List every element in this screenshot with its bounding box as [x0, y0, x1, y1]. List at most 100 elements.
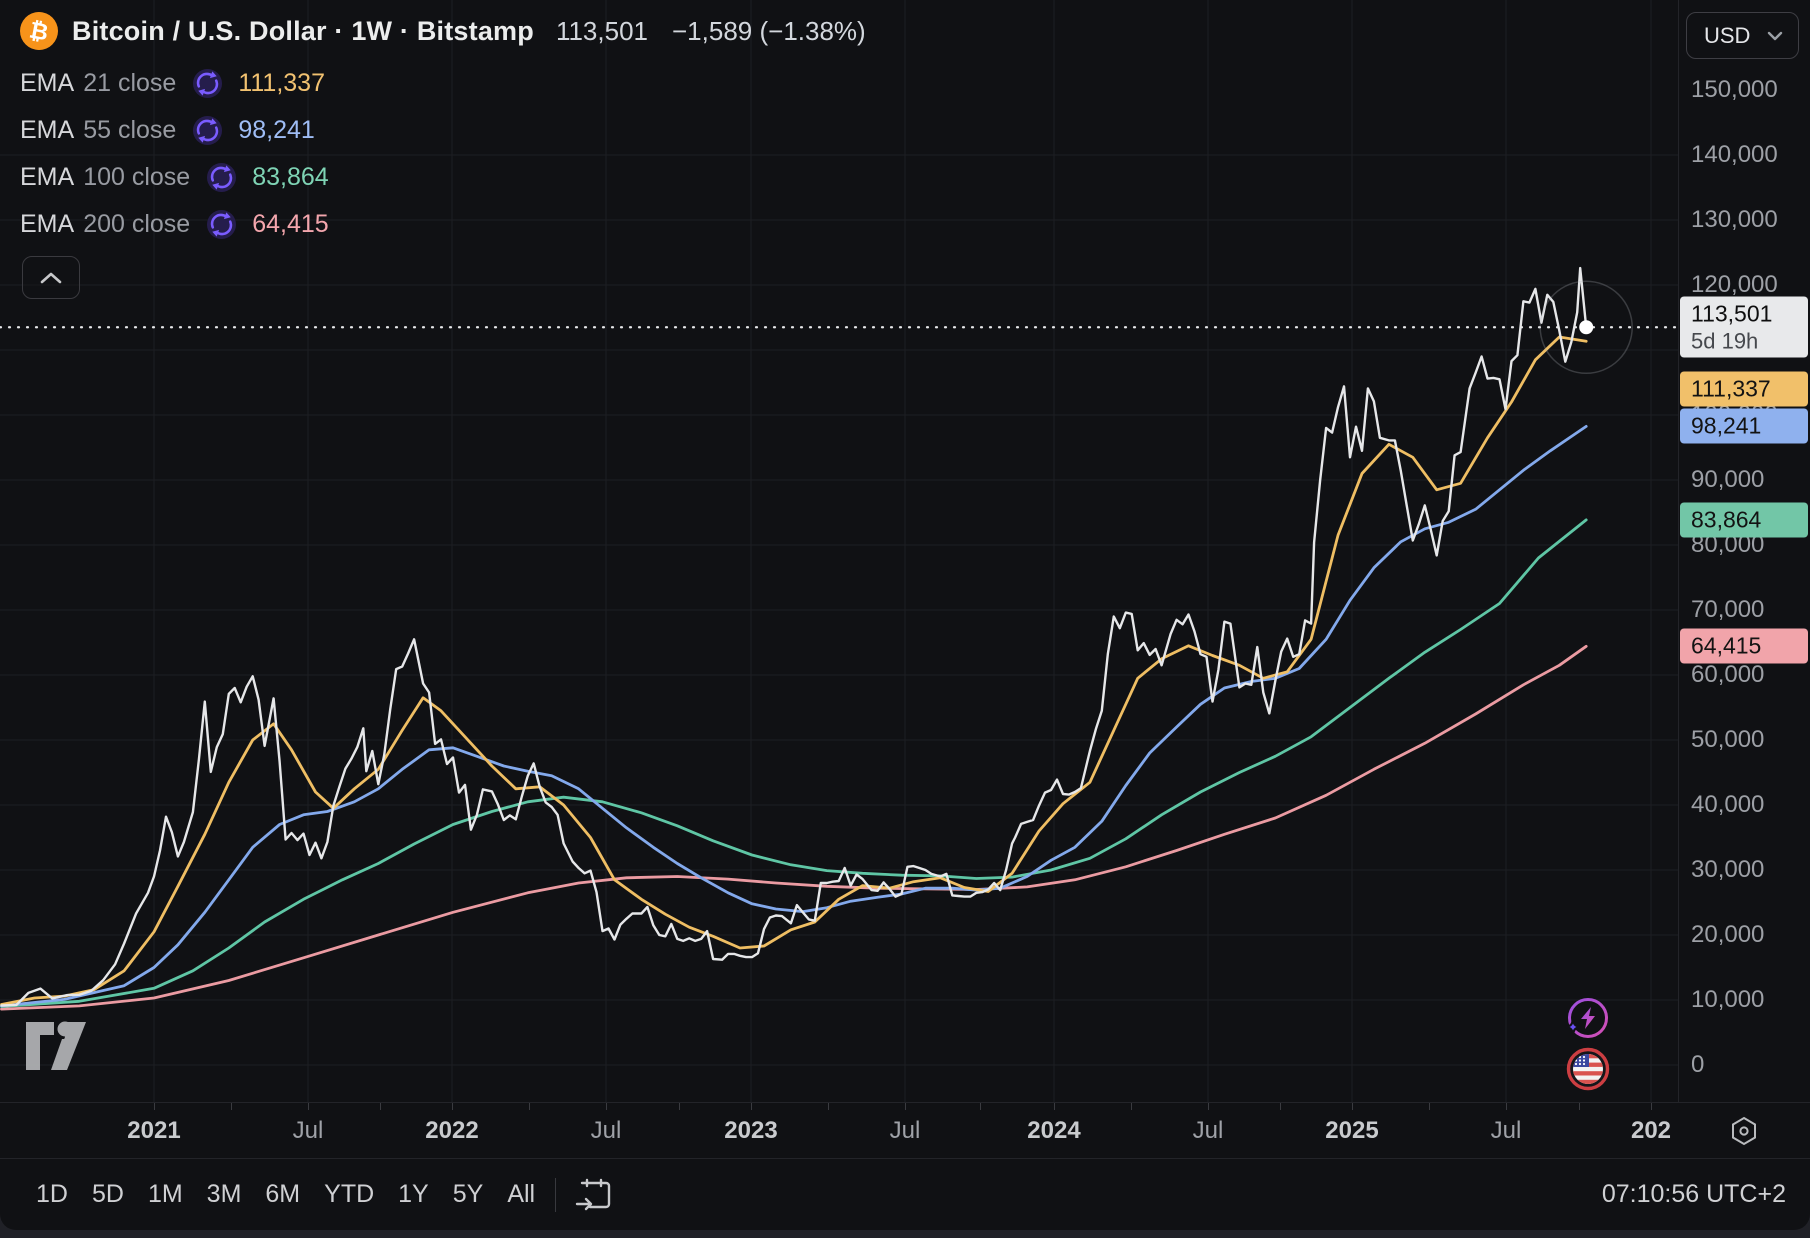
chart-header: ₿ Bitcoin / U.S. Dollar · 1W · Bitstamp …	[16, 8, 866, 54]
time-axis-label: Jul	[889, 1117, 921, 1144]
indicator-legend-row[interactable]: EMA 21 close 111,337	[20, 60, 329, 107]
settings-hexagon-icon[interactable]	[1728, 1115, 1760, 1147]
time-axis-tick	[606, 1103, 607, 1110]
time-axis[interactable]: 2021 Jul 2022 Jul 2023 Jul 2024 Jul 2025 Jul 202	[0, 1102, 1810, 1159]
legend-collapse-button[interactable]	[22, 256, 80, 299]
price-axis-tick: 0	[1691, 1051, 1705, 1078]
price-axis-tick: 140,000	[1691, 141, 1778, 168]
range-button-6m[interactable]: 6M	[265, 1180, 301, 1208]
chevron-up-icon	[40, 272, 62, 283]
indicator-legend-row[interactable]: EMA 200 close 64,415	[20, 201, 329, 248]
time-axis-tick	[1352, 1103, 1353, 1110]
indicator-params: 55 close	[83, 116, 177, 144]
indicator-name: EMA	[20, 116, 75, 144]
price-axis-tick: 90,000	[1691, 466, 1765, 493]
time-axis-tick	[231, 1103, 232, 1110]
price-axis-tick: 10,000	[1691, 986, 1765, 1013]
price-chart[interactable]	[0, 0, 1678, 1102]
time-axis-tick	[1208, 1103, 1209, 1110]
time-axis-label: Jul	[292, 1117, 324, 1144]
time-axis-label: 2022	[425, 1117, 479, 1144]
time-axis-tick	[1131, 1103, 1132, 1110]
time-axis-tick	[1280, 1103, 1281, 1110]
time-axis-label: 2025	[1325, 1117, 1379, 1144]
sync-icon[interactable]	[206, 162, 237, 193]
us-flag-icon[interactable]	[1565, 1046, 1611, 1092]
clock-timezone-button[interactable]: 07:10:56 UTC+2	[1601, 1180, 1786, 1208]
time-axis-label: 2021	[127, 1117, 181, 1144]
indicator-legend: EMA 21 close 111,337 EMA 55 close 98,241 EMA 10…	[20, 60, 329, 248]
indicator-name: EMA	[20, 210, 75, 238]
time-axis-tick	[529, 1103, 530, 1110]
price-axis-tick: 50,000	[1691, 726, 1765, 753]
chevron-down-icon	[1767, 31, 1783, 40]
price-tag-ema200: 64,415	[1680, 628, 1808, 664]
price-tag-ema55: 98,241	[1680, 408, 1808, 444]
time-axis-tick	[154, 1103, 155, 1110]
sync-icon[interactable]	[192, 68, 223, 99]
time-axis-tick	[678, 1103, 680, 1110]
price-axis-tick: 70,000	[1691, 596, 1765, 623]
price-tag-last-price: 113,501 5d 19h	[1680, 296, 1808, 358]
price-axis-tick: 130,000	[1691, 206, 1778, 233]
time-axis-label: 2024	[1027, 1117, 1081, 1144]
currency-dropdown-value: USD	[1704, 22, 1751, 48]
bottom-toolbar: 1D 5D 1M 3M 6M YTD 1Y 5Y All 07:10:56 UTC+2	[0, 1158, 1810, 1230]
time-axis-tick	[979, 1103, 981, 1110]
time-axis-tick	[452, 1103, 453, 1110]
range-button-all[interactable]: All	[507, 1180, 536, 1208]
time-axis-tick	[380, 1103, 381, 1110]
sync-icon[interactable]	[192, 115, 223, 146]
time-axis-tick	[1651, 1103, 1652, 1110]
time-axis-label: Jul	[1192, 1117, 1224, 1144]
flash-ai-icon[interactable]	[1563, 993, 1613, 1043]
time-axis-tick	[1054, 1103, 1055, 1110]
price-axis-tick: 150,000	[1691, 76, 1778, 103]
price-tag-ema100: 83,864	[1680, 502, 1808, 538]
range-button-1d[interactable]: 1D	[36, 1180, 68, 1208]
indicator-legend-row[interactable]: EMA 100 close 83,864	[20, 154, 329, 201]
go-to-date-icon	[575, 1178, 611, 1210]
time-axis-tick	[828, 1103, 829, 1110]
time-axis-tick	[1578, 1103, 1580, 1110]
indicator-params: 100 close	[83, 163, 191, 191]
indicator-value: 111,337	[238, 69, 325, 97]
header-last-price: 113,501	[555, 15, 648, 46]
price-axis-tick: 40,000	[1691, 791, 1765, 818]
date-range-buttons: 1D 5D 1M 3M 6M YTD 1Y 5Y All	[24, 1174, 547, 1215]
range-button-ytd[interactable]: YTD	[324, 1180, 375, 1208]
price-axis-tick: 20,000	[1691, 921, 1765, 948]
time-axis-tick	[905, 1103, 906, 1110]
go-to-date-button[interactable]	[570, 1173, 616, 1217]
tradingview-logo[interactable]	[24, 1020, 88, 1072]
time-axis-tick	[751, 1103, 752, 1110]
time-axis-label: 202	[1630, 1117, 1672, 1144]
indicator-name: EMA	[20, 163, 75, 191]
price-axis-tick: 30,000	[1691, 856, 1765, 883]
time-axis-label: Jul	[1490, 1117, 1522, 1144]
price-tag-ema21: 111,337	[1680, 371, 1808, 407]
indicator-value: 98,241	[238, 116, 315, 144]
range-button-3m[interactable]: 3M	[206, 1180, 242, 1208]
range-button-1y[interactable]: 1Y	[398, 1180, 429, 1208]
indicator-value: 64,415	[252, 210, 329, 238]
time-axis-label: Jul	[590, 1117, 622, 1144]
price-axis-tick: 120,000	[1691, 271, 1778, 298]
price-axis-tick: 60,000	[1691, 661, 1765, 688]
price-scale-axis[interactable]: 150,000140,000130,000120,000100,00090,00…	[1678, 0, 1810, 1102]
time-axis-tick	[1429, 1103, 1430, 1110]
time-axis-tick	[1506, 1103, 1507, 1110]
indicator-legend-row[interactable]: EMA 55 close 98,241	[20, 107, 329, 154]
range-button-1m[interactable]: 1M	[147, 1180, 183, 1208]
range-button-5d[interactable]: 5D	[91, 1180, 124, 1208]
time-axis-label: 2023	[724, 1117, 778, 1144]
sync-icon[interactable]	[206, 209, 237, 240]
symbol-title[interactable]: Bitcoin / U.S. Dollar · 1W · Bitstamp	[72, 15, 534, 46]
header-price-change: −1,589 (−1.38%)	[672, 15, 866, 46]
currency-dropdown[interactable]: USD	[1686, 12, 1799, 59]
bitcoin-logo: ₿	[16, 8, 62, 54]
indicator-name: EMA	[20, 69, 75, 97]
indicator-params: 21 close	[83, 69, 177, 97]
range-button-5y[interactable]: 5Y	[452, 1180, 484, 1208]
